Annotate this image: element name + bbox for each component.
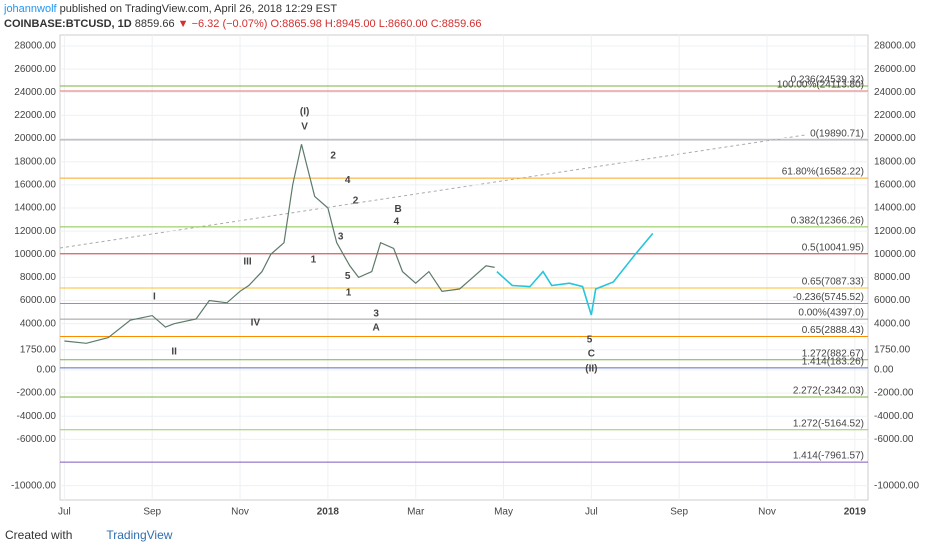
fib-label: 0.65(2888.43) <box>802 325 864 336</box>
wave-label: II <box>171 347 177 358</box>
x-tick-label: May <box>494 507 513 518</box>
wave-label: V <box>301 122 308 133</box>
wave-label: 4 <box>345 175 351 186</box>
published: published on TradingView.com, April 26, … <box>59 3 338 15</box>
wave-label: 1 <box>346 288 352 299</box>
symbol: COINBASE:BTCUSD, 1D <box>4 18 132 30</box>
y-tick-label: -6000.00 <box>17 434 57 445</box>
y-tick-label: 4000.00 <box>20 318 57 329</box>
y-tick-label: 8000.00 <box>20 272 57 283</box>
y2-tick-label: -6000.00 <box>874 434 914 445</box>
y-tick-label: 0.00 <box>37 365 57 376</box>
author[interactable]: johannwolf <box>4 3 57 15</box>
footer-brand[interactable]: TradingView <box>106 528 173 542</box>
y-tick-label: -2000.00 <box>17 388 57 399</box>
y-tick-label: 16000.00 <box>14 179 56 190</box>
y2-tick-label: 8000.00 <box>874 272 911 283</box>
x-tick-label: 2019 <box>844 507 867 518</box>
x-tick-label: Jul <box>58 507 71 518</box>
ohlc: O:8865.98 H:8945.00 L:8660.00 C:8859.66 <box>270 18 482 30</box>
y2-tick-label: 6000.00 <box>874 295 911 306</box>
fib-label: 0.00%(4397.0) <box>798 308 864 319</box>
y2-tick-label: -2000.00 <box>874 388 914 399</box>
wave-label: 2 <box>330 151 336 162</box>
y2-tick-label: 16000.00 <box>874 179 916 190</box>
y-tick-label: 12000.00 <box>14 226 56 237</box>
wave-label: IV <box>251 318 261 329</box>
y2-tick-label: 10000.00 <box>874 249 916 260</box>
header: johannwolf published on TradingView.com,… <box>4 2 481 32</box>
x-tick-label: Nov <box>231 507 249 518</box>
y2-tick-label: 20000.00 <box>874 133 916 144</box>
price: 8859.66 <box>134 18 175 30</box>
wave-label: (I) <box>300 107 309 118</box>
wave-label: (II) <box>585 364 597 375</box>
fib-label: 1.414(-7961.57) <box>793 451 864 462</box>
wave-label: B <box>395 204 402 215</box>
wave-label: III <box>243 257 252 268</box>
y2-tick-label: 28000.00 <box>874 41 916 52</box>
x-tick-label: 2018 <box>317 507 340 518</box>
fib-label: 1.414(183.26) <box>802 356 864 367</box>
x-tick-label: Mar <box>407 507 425 518</box>
wave-label: 4 <box>394 216 400 227</box>
y-tick-label: 26000.00 <box>14 64 56 75</box>
y-tick-label: 14000.00 <box>14 203 56 214</box>
y-tick-label: -10000.00 <box>11 480 56 491</box>
footer-created: Created with <box>5 528 73 542</box>
y2-tick-label: 1750.00 <box>874 344 911 355</box>
x-tick-label: Sep <box>670 507 688 518</box>
wave-label: C <box>588 349 595 360</box>
fib-label: 0.236(24539.32) <box>791 75 864 86</box>
wave-label: 3 <box>338 232 344 243</box>
fib-label: 1.272(882.67) <box>802 348 864 359</box>
fib-label: 100.00%(24113.80) <box>777 80 864 91</box>
y2-tick-label: 26000.00 <box>874 64 916 75</box>
series-line <box>64 144 495 344</box>
y-tick-label: 10000.00 <box>14 249 56 260</box>
fib-label: 2.272(-2342.03) <box>793 386 864 397</box>
y2-tick-label: 14000.00 <box>874 203 916 214</box>
y-tick-label: 18000.00 <box>14 156 56 167</box>
y-tick-label: 6000.00 <box>20 295 57 306</box>
y2-tick-label: -4000.00 <box>874 411 914 422</box>
y-tick-label: 24000.00 <box>14 87 56 98</box>
x-tick-label: Nov <box>758 507 776 518</box>
fib-label: 0.5(10041.95) <box>802 242 864 253</box>
y-tick-label: -4000.00 <box>17 411 57 422</box>
plot-area <box>59 34 869 501</box>
y2-tick-label: 24000.00 <box>874 87 916 98</box>
y2-tick-label: 18000.00 <box>874 156 916 167</box>
wave-label: A <box>373 323 380 334</box>
y-tick-label: 28000.00 <box>14 41 56 52</box>
fib-label: -0.236(5745.52) <box>793 292 864 303</box>
x-tick-label: Sep <box>143 507 161 518</box>
wave-label: 3 <box>373 309 379 320</box>
y-tick-label: 1750.00 <box>20 344 57 355</box>
change: ▼ −6.32 (−0.07%) <box>177 18 268 30</box>
wave-label: 2 <box>353 196 359 207</box>
series-line <box>496 232 654 316</box>
y2-tick-label: 12000.00 <box>874 226 916 237</box>
wave-label: 5 <box>345 271 351 282</box>
fib-label: 1.272(-5164.52) <box>793 418 864 429</box>
y2-tick-label: -10000.00 <box>874 480 919 491</box>
footer: Created with TradingView <box>5 528 172 542</box>
y2-tick-label: 0.00 <box>874 365 894 376</box>
fib-label: 61.80%(16582.22) <box>782 167 864 178</box>
y2-tick-label: 4000.00 <box>874 318 911 329</box>
y-tick-label: 22000.00 <box>14 110 56 121</box>
x-tick-label: Jul <box>585 507 598 518</box>
fib-label: 0(19890.71) <box>810 128 864 139</box>
y2-tick-label: 22000.00 <box>874 110 916 121</box>
wave-label: I <box>153 292 156 303</box>
wave-label: 1 <box>311 255 317 266</box>
wave-label: 5 <box>587 335 593 346</box>
y-tick-label: 20000.00 <box>14 133 56 144</box>
fib-label: 0.65(7087.33) <box>802 277 864 288</box>
fib-label: 0.382(12366.26) <box>791 216 864 227</box>
